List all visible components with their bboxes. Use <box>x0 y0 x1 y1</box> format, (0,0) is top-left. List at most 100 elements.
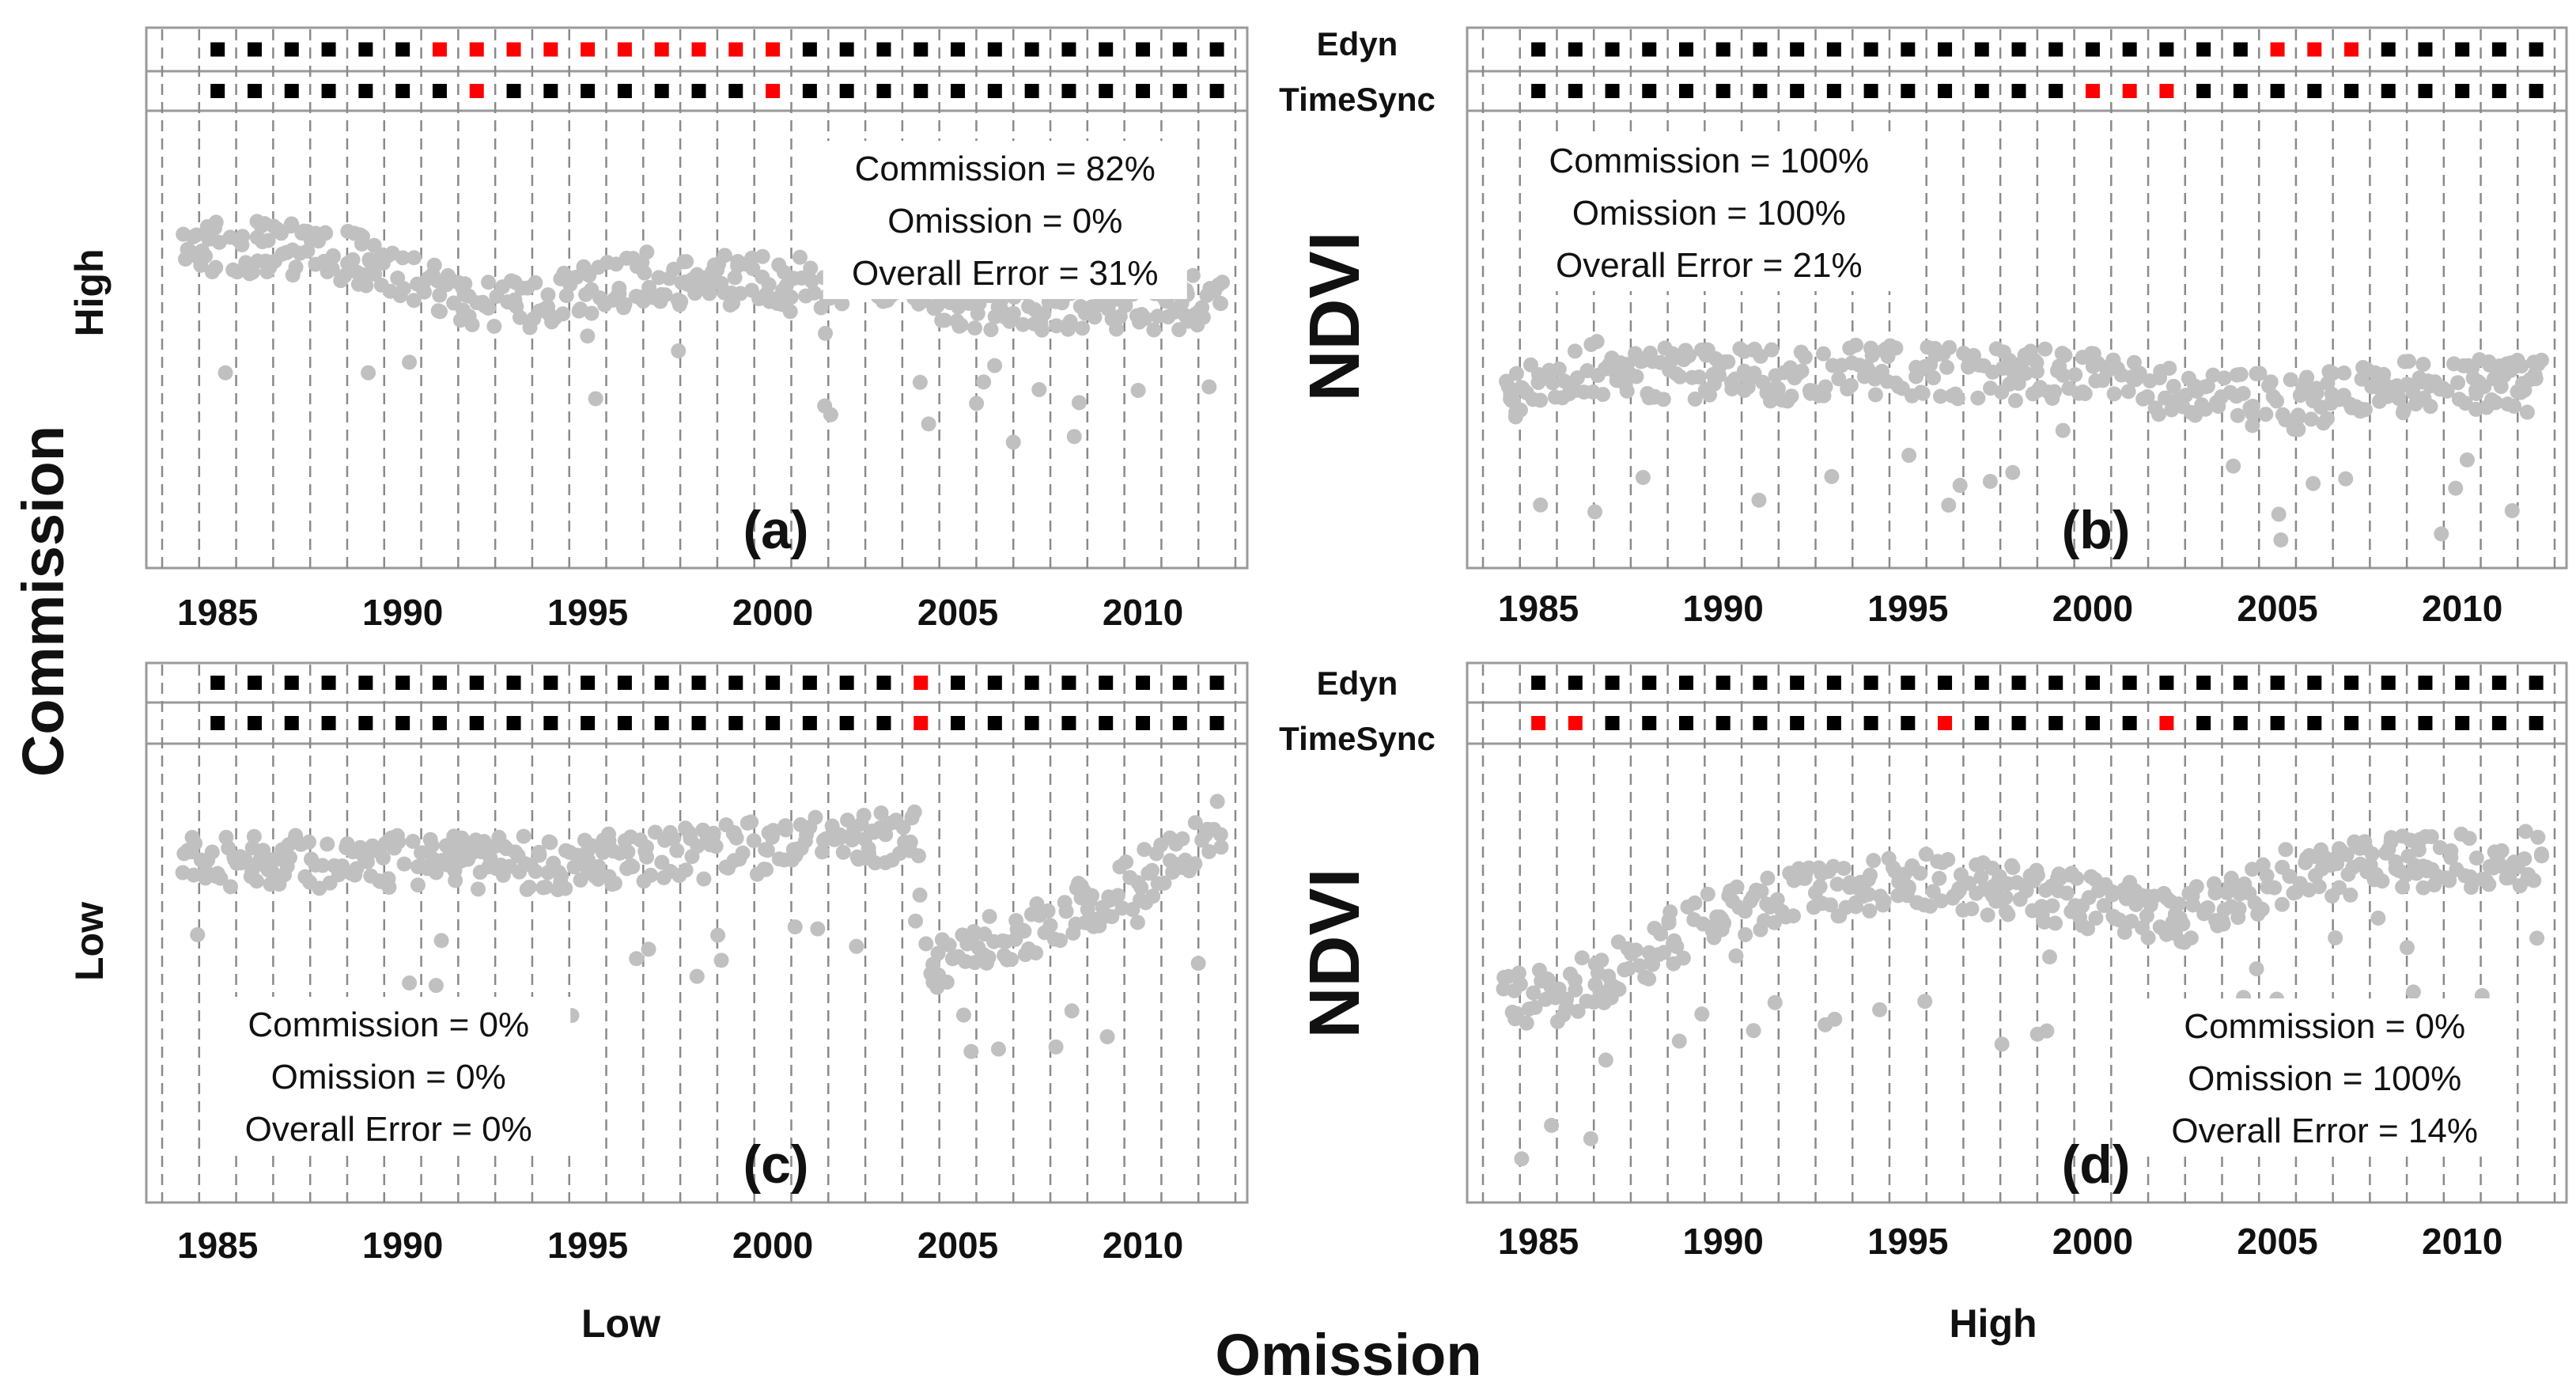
timesync-flag-2010 <box>2455 84 2470 98</box>
ndvi-point <box>2399 940 2415 956</box>
ndvi-point <box>1175 831 1190 846</box>
edyn-flag-1985 <box>1531 676 1546 690</box>
edyn-flag-2000 <box>766 42 781 57</box>
stats-line: Commission = 0% <box>2184 1007 2465 1046</box>
ndvi-point <box>758 862 774 877</box>
timesync-flag-2004 <box>914 84 929 98</box>
ndvi-point <box>198 248 214 264</box>
timesync-flag-1985 <box>210 84 225 98</box>
stats-line: Commission = 0% <box>248 1006 529 1044</box>
timesync-flag-1998 <box>2011 84 2026 98</box>
ndvi-point <box>970 305 985 321</box>
ndvi-point <box>1656 945 1672 960</box>
ndvi-point <box>2427 877 2442 893</box>
timesync-flag-2008 <box>1061 716 1076 730</box>
ndvi-point <box>1034 322 1050 338</box>
timesync-flag-1986 <box>1568 84 1583 98</box>
ndvi-point <box>783 290 799 305</box>
edyn-flag-2007 <box>1024 676 1039 690</box>
ndvi-point <box>2405 984 2421 1000</box>
ndvi-point <box>2037 914 2052 930</box>
ndvi-point <box>1558 1001 1574 1017</box>
ndvi-point <box>1130 382 1146 398</box>
edyn-flag-2004 <box>2233 676 2248 690</box>
strip-label-edyn-bottom: Edyn <box>1317 665 1398 702</box>
ndvi-point <box>835 844 851 860</box>
ndvi-point <box>2502 869 2517 885</box>
timesync-flag-1993 <box>506 716 521 730</box>
ndvi-point <box>2005 464 2021 480</box>
edyn-flag-2001 <box>2122 676 2137 690</box>
edyn-flag-1991 <box>1753 676 1768 690</box>
ndvi-point <box>1190 956 1206 971</box>
timesync-flag-2002 <box>839 84 854 98</box>
ndvi-point <box>782 304 798 320</box>
ndvi-point <box>2332 880 2347 896</box>
edyn-flag-1988 <box>321 42 336 57</box>
ndvi-point <box>1770 381 1786 396</box>
ndvi-point <box>2370 911 2386 926</box>
edyn-flag-1992 <box>1790 676 1805 690</box>
ndvi-point <box>908 913 924 929</box>
ndvi-point <box>761 277 777 293</box>
edyn-flag-2009 <box>1099 42 1114 57</box>
timesync-flag-2001 <box>2122 716 2137 730</box>
timesync-flag-2010 <box>2455 716 2470 730</box>
edyn-flag-2006 <box>987 42 1002 57</box>
ndvi-point <box>804 273 819 289</box>
ndvi-point <box>2450 375 2466 391</box>
ndvi-point <box>1762 393 1778 409</box>
timesync-flag-1991 <box>432 716 447 730</box>
ndvi-point <box>639 839 655 855</box>
ndvi-point <box>554 868 569 884</box>
ndvi-point <box>2096 898 2112 914</box>
timesync-flag-1985 <box>1531 84 1546 98</box>
ndvi-point <box>1901 448 1917 464</box>
edyn-flag-2010 <box>2455 676 2470 690</box>
ndvi-point <box>873 805 889 821</box>
timesync-flag-1988 <box>321 716 336 730</box>
timesync-flag-2012 <box>2529 716 2544 730</box>
edyn-flag-2008 <box>2381 676 2396 690</box>
ndvi-point <box>1915 385 1931 401</box>
ndvi-point <box>246 828 262 844</box>
ndvi-point <box>2400 354 2416 369</box>
ndvi-point <box>190 926 206 942</box>
timesync-flag-2000 <box>2085 84 2100 98</box>
ndvi-point <box>187 835 203 851</box>
timesync-flag-1989 <box>1678 716 1693 730</box>
ndvi-point <box>414 845 429 861</box>
ndvi-point <box>1514 1151 1530 1167</box>
ndvi-point <box>1145 888 1161 904</box>
panel-b: 1985 1990 1995 2000 2005 2010 Commission = 100… <box>1466 26 2568 629</box>
timesync-flag-2001 <box>802 84 817 98</box>
ndvi-point <box>367 266 383 282</box>
ndvi-point <box>1970 390 1986 406</box>
timesync-flag-1992 <box>469 716 484 730</box>
ndvi-point <box>955 1007 971 1023</box>
ndvi-point <box>2018 365 2033 381</box>
ndvi-point <box>432 304 448 320</box>
edyn-flag-1998 <box>691 676 706 690</box>
ndvi-point <box>1533 497 1549 513</box>
ndvi-point <box>405 833 421 849</box>
edyn-flag-1986 <box>1568 676 1583 690</box>
edyn-flag-1988 <box>1642 676 1657 690</box>
edyn-flag-1993 <box>1826 42 1841 57</box>
ndvi-point <box>625 859 641 875</box>
edyn-flag-2012 <box>1209 42 1224 57</box>
ndvi-point <box>432 287 448 303</box>
ndvi-point <box>1681 348 1697 364</box>
edyn-flag-1993 <box>506 676 521 690</box>
ndvi-point <box>1118 854 1134 870</box>
ndvi-point <box>2278 842 2294 858</box>
timesync-flag-2005 <box>2270 84 2285 98</box>
timesync-flag-1986 <box>247 84 262 98</box>
ndvi-point <box>787 919 803 935</box>
ndvi-point <box>1201 843 1217 859</box>
timesync-flag-2012 <box>2529 84 2544 98</box>
ndvi-point <box>349 861 365 877</box>
x-tick-1985: 1985 <box>1498 1221 1579 1262</box>
edyn-flag-1995 <box>581 676 596 690</box>
ndvi-point <box>555 306 571 322</box>
